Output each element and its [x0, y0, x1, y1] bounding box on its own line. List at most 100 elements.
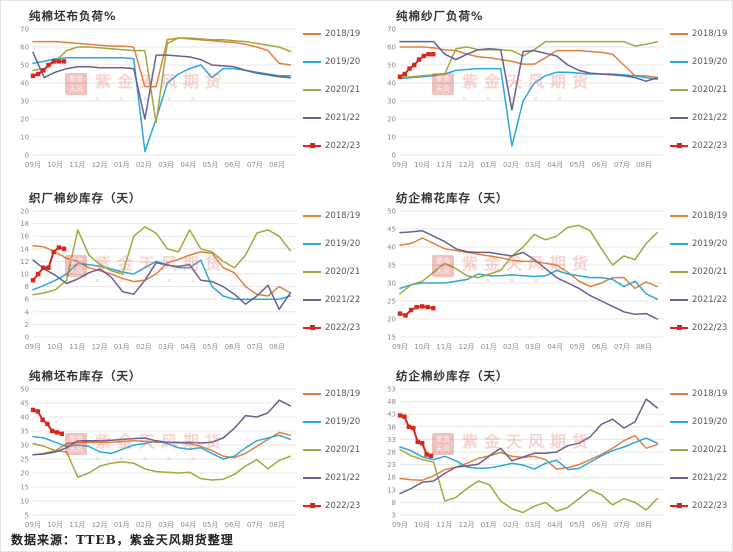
series-marker: [397, 413, 403, 418]
x-tick-label: 07月: [614, 521, 630, 529]
legend-label: 2018/19: [692, 389, 728, 399]
legend-swatch: [303, 33, 321, 35]
series-line-2022-23: [399, 414, 433, 457]
legend-item: 2018/19: [303, 389, 365, 399]
legend-label: 2019/20: [692, 239, 728, 249]
x-tick-label: 03月: [525, 521, 541, 529]
y-tick-label: 20: [387, 116, 396, 124]
legend-swatch: [303, 477, 321, 479]
series-line-2021-22: [32, 259, 292, 311]
x-tick-label: 04月: [547, 161, 563, 169]
series-line-2021-22: [399, 230, 659, 320]
legend-swatch: [303, 117, 321, 119]
legend-label: 2020/21: [692, 267, 728, 277]
legend-swatch: [303, 325, 321, 330]
y-tick-label: 25: [20, 456, 29, 464]
legend-swatch: [670, 393, 688, 395]
series-marker: [35, 409, 41, 414]
x-tick-label: 08月: [269, 343, 285, 351]
series-marker: [51, 249, 56, 255]
series-line-2018-19: [32, 37, 292, 88]
x-tick-label: 01月: [481, 161, 497, 169]
series-marker: [431, 306, 436, 311]
x-tick-label: 08月: [636, 161, 652, 169]
legend-label: 2018/19: [692, 211, 728, 221]
x-tick-label: 11月: [69, 161, 85, 169]
legend-item: 2020/21: [303, 267, 365, 277]
x-tick-label: 06月: [225, 161, 241, 169]
x-tick-label: 10月: [47, 161, 63, 169]
x-tick-label: 08月: [636, 521, 652, 529]
chart-title: 纺企棉花库存（天）: [396, 191, 509, 205]
legend-label: 2022/23: [325, 141, 361, 151]
y-tick-label: 6: [25, 296, 30, 304]
series-marker: [407, 66, 412, 71]
series-line-2020-21: [399, 40, 659, 79]
legend-marker: [677, 325, 682, 330]
x-tick-label: 10月: [47, 521, 63, 529]
legend-swatch: [670, 143, 688, 148]
y-tick-label: 20: [20, 116, 29, 124]
series-marker: [46, 62, 51, 68]
x-tick-label: 09月: [392, 521, 408, 529]
y-tick-label: 33: [387, 436, 396, 444]
legend-label: 2021/22: [692, 295, 728, 305]
legend-marker: [310, 143, 315, 148]
legend-label: 2021/22: [325, 295, 361, 305]
x-tick-label: 05月: [203, 343, 219, 351]
legend-swatch: [303, 89, 321, 91]
series-marker: [30, 73, 36, 78]
chart-spinner-cotton-inventory: 纺企棉花库存（天） 15 20 25 30 35 40 45 50 09月 10月 11月 12月 01月…: [368, 185, 732, 361]
legend-swatch: [670, 33, 688, 35]
legend-swatch: [303, 503, 321, 508]
x-tick-label: 12月: [459, 343, 475, 351]
x-tick-label: 07月: [247, 161, 263, 169]
series-marker: [419, 304, 425, 309]
legend-swatch: [303, 299, 321, 301]
series-line-2019-20: [32, 434, 292, 460]
x-tick-label: 12月: [459, 161, 475, 169]
x-tick-label: 11月: [69, 521, 85, 529]
series-line-2020-21: [399, 224, 659, 295]
y-tick-label: 40: [20, 414, 29, 422]
series-marker: [416, 57, 422, 62]
x-tick-label: 04月: [180, 343, 196, 351]
legend-item: 2021/22: [670, 473, 732, 483]
legend-item: 2020/21: [670, 267, 732, 277]
series-marker: [414, 304, 419, 310]
y-tick-label: 14: [20, 245, 29, 253]
y-tick-label: 40: [20, 80, 29, 88]
series-marker: [421, 53, 426, 59]
y-tick-label: 20: [387, 316, 396, 324]
legend-label: 2018/19: [325, 211, 361, 221]
x-tick-label: 11月: [436, 343, 452, 351]
y-tick-label: 10: [387, 134, 396, 142]
legend-label: 2019/20: [325, 239, 361, 249]
x-tick-label: 11月: [436, 161, 452, 169]
legend-item: 2018/19: [670, 389, 732, 399]
x-tick-label: 03月: [158, 343, 174, 351]
y-tick-label: 0: [25, 334, 29, 342]
legend-swatch: [670, 215, 688, 217]
y-tick-label: 50: [387, 62, 396, 70]
series-marker: [415, 439, 420, 445]
legend-swatch: [670, 325, 688, 330]
legend-item: 2021/22: [670, 295, 732, 305]
series-marker: [408, 307, 414, 313]
legend-label: 2018/19: [692, 29, 728, 39]
series-line-2021-22: [399, 40, 659, 111]
legend-swatch: [303, 215, 321, 217]
series-marker: [41, 68, 46, 73]
y-tick-label: 13: [387, 486, 396, 494]
legend-item: 2022/23: [303, 501, 365, 511]
x-tick-label: 06月: [225, 521, 241, 529]
chart-weaving-mill-yarn-inventory: 织厂棉纱库存（天） 0 2 4 6 8 10 12 14 16 18 20 09月 10月 11月 12月 01…: [1, 185, 367, 361]
legend-label: 2022/23: [692, 501, 728, 511]
legend-item: 2019/20: [670, 239, 732, 249]
legend-marker: [677, 143, 682, 148]
x-tick-label: 06月: [592, 161, 608, 169]
legend-label: 2020/21: [325, 445, 361, 455]
legend-label: 2021/22: [692, 113, 728, 123]
x-tick-label: 06月: [592, 521, 608, 529]
